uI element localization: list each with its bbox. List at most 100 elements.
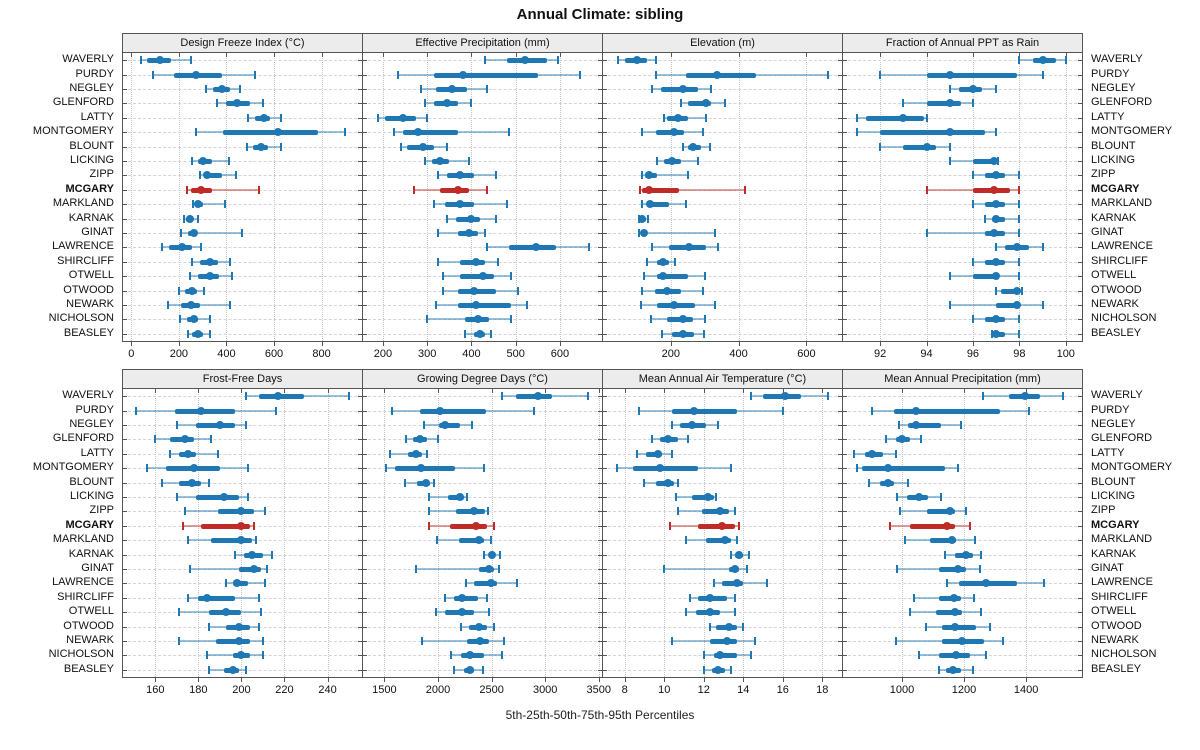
x-axis-tick-label: 400: [217, 348, 236, 360]
v-gridline: [427, 53, 429, 341]
row-tick-left: [363, 396, 367, 398]
whisker-5-95: [926, 232, 1020, 234]
row-tick-right: [838, 276, 842, 278]
whisker-cap-5: [650, 315, 653, 324]
x-axis-tick: [738, 342, 740, 346]
row-tick-right: [598, 247, 602, 249]
median-dot: [273, 128, 282, 137]
whisker-cap-5: [485, 243, 488, 252]
row-tick-left: [363, 333, 367, 335]
median-dot: [670, 128, 679, 137]
x-axis-tick: [241, 678, 243, 682]
median-dot: [899, 113, 908, 122]
x-axis-tick-label: 160: [146, 684, 165, 696]
median-dot: [414, 128, 423, 137]
top-tick: [427, 53, 429, 57]
row-tick-left: [843, 655, 847, 657]
row-tick-left: [363, 641, 367, 642]
median-dot: [678, 315, 687, 324]
whisker-cap-95: [686, 435, 689, 444]
median-dot: [237, 651, 246, 660]
band-25-75: [909, 523, 955, 529]
row-tick-right: [598, 583, 602, 585]
row-tick-left: [363, 612, 367, 614]
median-dot: [981, 579, 990, 588]
whisker-cap-95: [196, 214, 199, 223]
median-dot: [191, 70, 200, 79]
whisker-cap-5: [182, 214, 185, 223]
whisker-5-95: [193, 203, 226, 206]
band-25-75: [196, 423, 235, 428]
whisker-cap-5: [188, 565, 191, 573]
median-dot: [989, 185, 998, 194]
whisker-cap-5: [643, 478, 646, 487]
row-tick-left: [843, 497, 847, 498]
median-dot: [989, 157, 998, 165]
whisker-cap-95: [246, 464, 249, 473]
median-dot: [260, 113, 269, 122]
median-dot: [646, 200, 655, 209]
whisker-cap-5: [412, 185, 415, 194]
row-tick-right: [838, 89, 842, 90]
row-tick-left: [123, 204, 127, 206]
v-gridline: [438, 389, 440, 677]
v-gridline: [822, 389, 824, 677]
whisker-cap-5: [617, 56, 620, 65]
median-dot: [202, 593, 211, 602]
whisker-cap-5: [684, 608, 687, 617]
whisker-cap-5: [501, 392, 504, 401]
row-tick-right: [358, 247, 362, 249]
whisker-cap-95: [781, 406, 784, 415]
whisker-cap-5: [677, 507, 680, 516]
row-tick-right: [1078, 276, 1082, 278]
whisker-cap-95: [485, 185, 488, 194]
row-tick-right: [1078, 305, 1082, 306]
whisker-cap-95: [502, 637, 505, 645]
whisker-cap-95: [280, 142, 283, 151]
station-label: LAWRENCE: [52, 576, 114, 589]
h-gridline: [843, 525, 1082, 527]
whisker-cap-95: [483, 229, 486, 237]
median-dot: [949, 665, 958, 674]
whisker-cap-5: [948, 272, 951, 281]
whisker-cap-95: [673, 257, 676, 266]
row-tick-left: [363, 276, 367, 278]
h-gridline: [363, 396, 602, 398]
median-dot: [911, 421, 920, 429]
panel-plot: [122, 388, 363, 678]
h-gridline: [603, 425, 842, 426]
row-tick-left: [363, 132, 367, 134]
h-gridline: [363, 468, 602, 470]
median-dot: [436, 157, 445, 165]
whisker-cap-95: [703, 329, 706, 338]
h-gridline: [123, 612, 362, 614]
row-tick-left: [603, 540, 607, 542]
median-dot: [198, 157, 207, 165]
row-tick-left: [123, 233, 127, 234]
row-tick-right: [838, 569, 842, 570]
whisker-cap-95: [274, 406, 277, 415]
whisker-cap-5: [675, 493, 678, 501]
median-dot: [193, 329, 202, 338]
h-gridline: [843, 189, 1082, 191]
whisker-cap-5: [1018, 56, 1021, 65]
row-tick-right: [598, 468, 602, 470]
whisker-cap-95: [485, 85, 488, 93]
row-tick-right: [358, 540, 362, 542]
whisker-cap-95: [216, 449, 219, 458]
h-gridline: [843, 276, 1082, 278]
whisker-cap-5: [651, 85, 654, 93]
band-25-75: [687, 101, 712, 107]
row-tick-right: [838, 425, 842, 426]
whisker-cap-95: [200, 243, 203, 252]
row-tick-left: [603, 103, 607, 105]
h-gridline: [603, 132, 842, 134]
whisker-cap-95: [748, 550, 751, 559]
whisker-cap-5: [245, 142, 248, 151]
band-25-75: [880, 130, 985, 136]
row-tick-right: [598, 482, 602, 484]
v-gridline: [515, 53, 517, 341]
whisker-cap-5: [971, 315, 974, 324]
x-axis-tick-label: 220: [275, 684, 294, 696]
whisker-cap-5: [615, 464, 618, 473]
